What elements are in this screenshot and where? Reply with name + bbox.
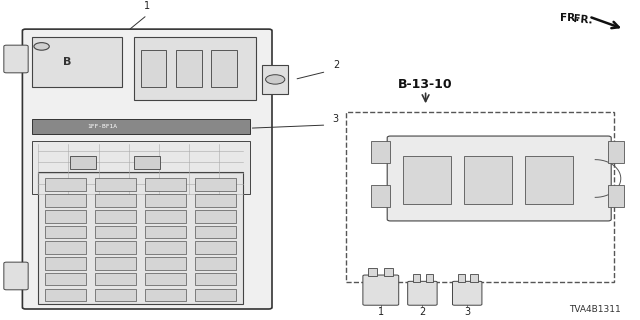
Bar <box>176 50 202 87</box>
FancyBboxPatch shape <box>408 281 437 305</box>
Bar <box>371 185 390 207</box>
Bar <box>145 210 186 222</box>
Text: 3: 3 <box>333 114 339 124</box>
Bar <box>45 289 86 301</box>
Bar <box>141 50 166 87</box>
Text: 3: 3 <box>464 307 470 317</box>
Text: FR.: FR. <box>560 13 579 23</box>
Circle shape <box>34 43 49 50</box>
Bar <box>32 119 250 134</box>
Bar <box>145 241 186 254</box>
Bar <box>145 226 186 238</box>
FancyBboxPatch shape <box>363 275 399 305</box>
Bar <box>426 275 433 282</box>
Bar <box>145 289 186 301</box>
Bar <box>145 194 186 207</box>
Text: 1FF-BF1A: 1FF-BF1A <box>88 124 117 129</box>
Bar <box>458 275 465 282</box>
Bar <box>525 156 573 204</box>
Bar <box>608 185 624 207</box>
Text: B-13-10: B-13-10 <box>398 78 453 91</box>
Bar <box>45 226 86 238</box>
Bar <box>384 268 393 276</box>
Bar <box>211 50 237 87</box>
Bar <box>95 194 136 207</box>
Bar <box>95 210 136 222</box>
FancyBboxPatch shape <box>4 45 28 73</box>
Bar <box>195 194 236 207</box>
Bar <box>262 65 288 93</box>
Bar <box>45 210 86 222</box>
FancyBboxPatch shape <box>22 29 272 309</box>
Bar <box>32 37 122 87</box>
Bar <box>45 273 86 285</box>
Bar <box>195 179 236 191</box>
Text: 1: 1 <box>144 1 150 11</box>
Bar <box>145 179 186 191</box>
FancyBboxPatch shape <box>4 262 28 290</box>
Bar <box>464 156 512 204</box>
Bar <box>346 112 614 282</box>
Bar <box>195 226 236 238</box>
Circle shape <box>266 75 285 84</box>
FancyBboxPatch shape <box>452 281 482 305</box>
Bar <box>608 141 624 163</box>
Text: 2: 2 <box>419 307 426 317</box>
Text: B: B <box>63 57 72 67</box>
Bar <box>145 273 186 285</box>
Bar <box>134 156 160 169</box>
Bar <box>195 273 236 285</box>
Bar <box>413 275 420 282</box>
Bar <box>195 289 236 301</box>
Bar <box>70 156 96 169</box>
Bar <box>45 194 86 207</box>
Text: TVA4B1311: TVA4B1311 <box>569 305 621 314</box>
Text: FR.: FR. <box>573 14 593 26</box>
Bar <box>95 289 136 301</box>
Bar <box>371 141 390 163</box>
Bar <box>95 226 136 238</box>
Bar <box>403 156 451 204</box>
Bar <box>470 275 477 282</box>
Bar <box>38 172 243 304</box>
Bar <box>95 241 136 254</box>
Bar <box>95 257 136 270</box>
Text: 2: 2 <box>333 60 339 70</box>
Bar <box>32 141 250 194</box>
Text: 1: 1 <box>378 307 384 317</box>
Bar <box>45 241 86 254</box>
Bar <box>45 179 86 191</box>
Bar <box>195 241 236 254</box>
Bar <box>368 268 377 276</box>
Bar <box>145 257 186 270</box>
Bar <box>195 257 236 270</box>
Bar <box>45 257 86 270</box>
Bar <box>95 179 136 191</box>
Bar <box>95 273 136 285</box>
Bar <box>195 210 236 222</box>
FancyBboxPatch shape <box>387 136 611 221</box>
Bar <box>134 37 256 100</box>
